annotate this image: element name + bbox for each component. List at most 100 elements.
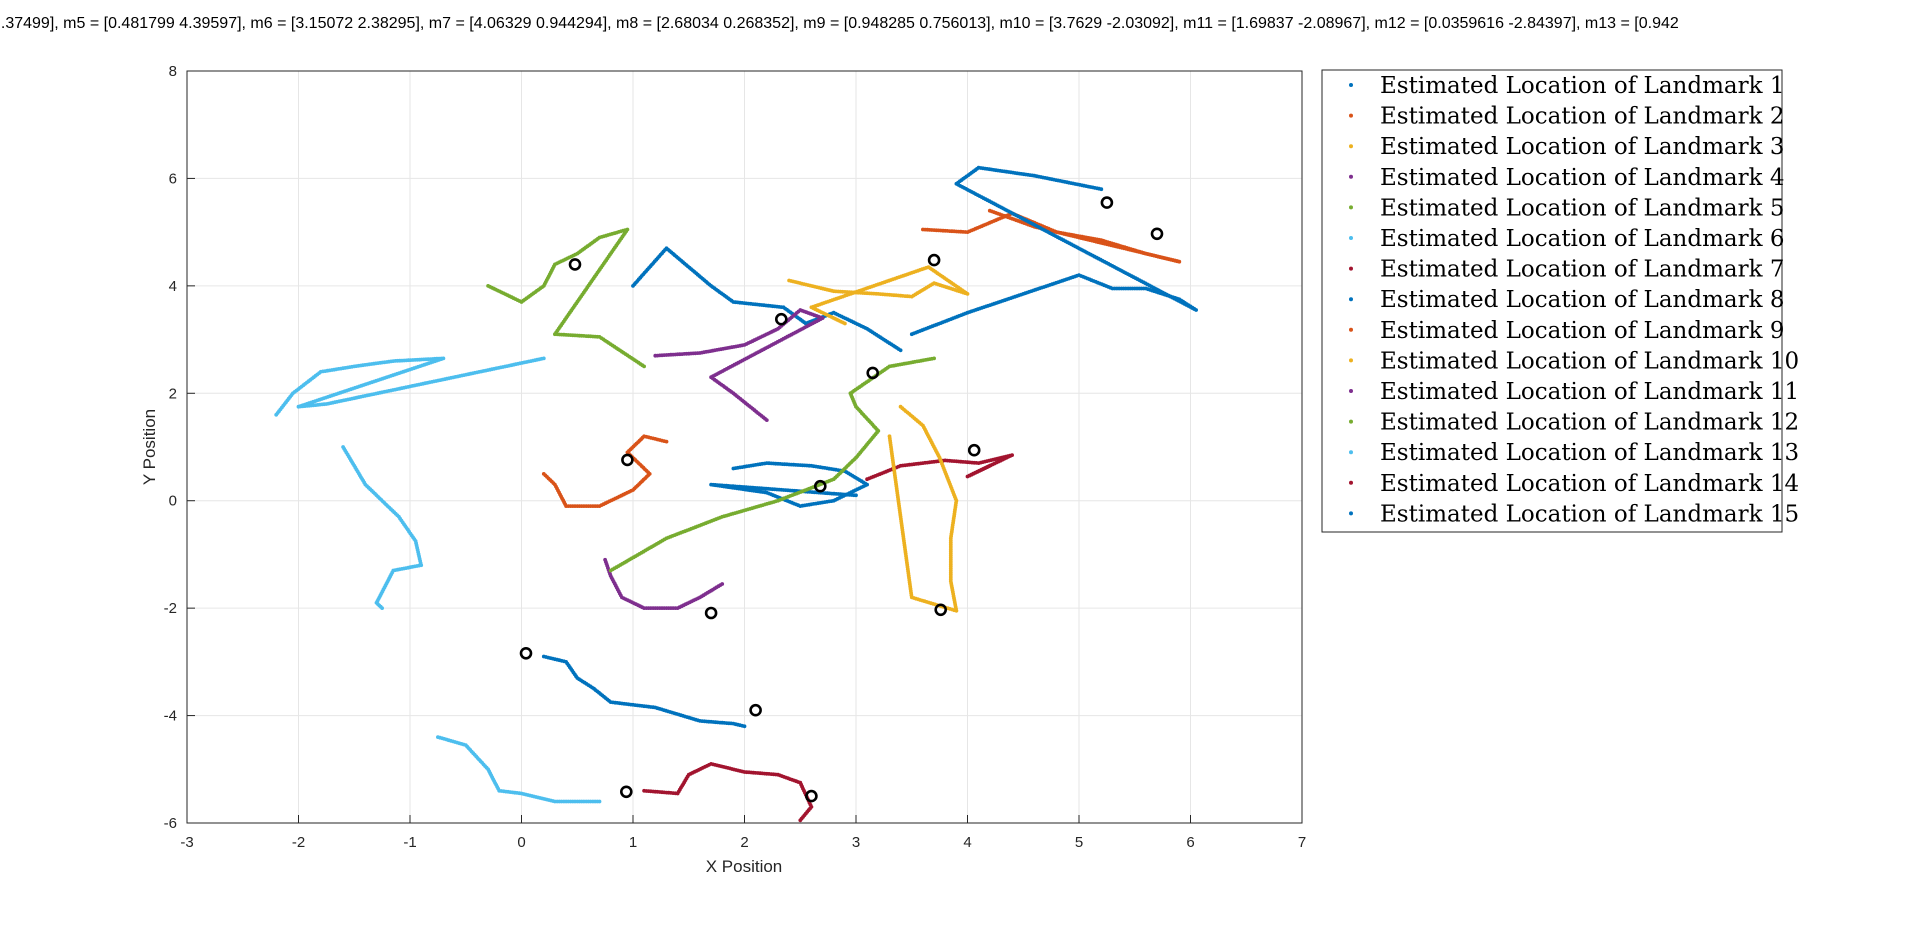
legend-marker: [1349, 113, 1353, 118]
series-17: [436, 735, 602, 804]
x-tick-label: -3: [180, 834, 193, 851]
x-tick-label: -2: [292, 834, 305, 851]
legend-entry: Estimated Location of Landmark 7: [1349, 257, 1784, 283]
legend-entry: Estimated Location of Landmark 14: [1349, 471, 1799, 497]
series-14: [642, 762, 814, 823]
data-point: [631, 284, 635, 288]
data-series: [274, 165, 1198, 823]
legend-entry: Estimated Location of Landmark 1: [1349, 73, 1784, 99]
series-6: [274, 356, 546, 417]
legend-entry: Estimated Location of Landmark 8: [1349, 287, 1784, 313]
legend-marker: [1349, 389, 1353, 393]
true-landmark-marker: [927, 253, 941, 267]
true-landmark-markers: [519, 196, 1164, 803]
data-point: [764, 418, 769, 422]
data-point: [664, 439, 669, 444]
series-5: [486, 227, 646, 369]
x-tick-label: 5: [1075, 834, 1083, 851]
legend-marker: [1349, 144, 1353, 149]
data-point: [932, 356, 936, 361]
series-16: [541, 654, 747, 729]
legend-label: Estimated Location of Landmark 15: [1380, 501, 1799, 527]
true-landmark-marker: [1100, 196, 1114, 209]
legend-label: Estimated Location of Landmark 12: [1380, 410, 1799, 436]
y-tick-label: 6: [169, 170, 177, 187]
true-landmark-marker: [568, 258, 582, 271]
series-11: [603, 557, 725, 610]
data-point: [380, 606, 384, 610]
y-tick-label: -2: [164, 600, 177, 617]
legend-label: Estimated Location of Landmark 1: [1380, 73, 1784, 99]
true-landmark-marker: [813, 479, 827, 493]
legend-label: Estimated Location of Landmark 3: [1380, 134, 1784, 160]
legend-entry: Estimated Location of Landmark 10: [1349, 348, 1799, 374]
legend-entry: Estimated Location of Landmark 2: [1349, 104, 1784, 130]
legend-label: Estimated Location of Landmark 6: [1380, 226, 1784, 252]
x-tick-label: 0: [517, 834, 525, 851]
y-tick-label: -4: [164, 708, 177, 725]
legend-label: Estimated Location of Landmark 14: [1380, 471, 1799, 497]
data-point: [987, 463, 992, 468]
x-tick-label: 3: [852, 834, 860, 851]
true-landmark-marker: [866, 366, 880, 380]
legend-marker: [1349, 511, 1353, 516]
true-landmark-marker: [704, 606, 718, 620]
legend-entry: Estimated Location of Landmark 9: [1349, 318, 1784, 344]
data-point: [887, 434, 892, 439]
legend-marker: [1349, 480, 1353, 485]
x-tick-label: -1: [403, 834, 416, 851]
true-landmark-marker: [805, 789, 818, 803]
legend-label: Estimated Location of Landmark 9: [1380, 318, 1784, 344]
data-point: [597, 799, 602, 804]
legend-box: [1321, 69, 1783, 533]
legend-marker: [1349, 327, 1353, 332]
true-landmark-marker: [774, 312, 788, 326]
series-4: [653, 308, 825, 422]
series-8: [709, 461, 869, 508]
series-9: [541, 434, 669, 508]
legend-label: Estimated Location of Landmark 5: [1380, 195, 1784, 221]
y-tick-label: -6: [164, 815, 177, 832]
legend-entry: Estimated Location of Landmark 6: [1349, 226, 1784, 252]
legend-entry: Estimated Location of Landmark 11: [1349, 379, 1799, 405]
true-landmark-marker: [749, 703, 762, 717]
legend-marker: [1349, 297, 1353, 302]
legend-label: Estimated Location of Landmark 10: [1380, 348, 1799, 374]
legend-entry: Estimated Location of Landmark 4: [1349, 165, 1784, 191]
x-tick-label: 7: [1298, 834, 1306, 851]
legend-entry: Estimated Location of Landmark 12: [1349, 410, 1799, 436]
series-15: [909, 165, 1198, 337]
legend-marker: [1349, 174, 1353, 179]
true-landmark-marker: [619, 785, 633, 799]
legend-label: Estimated Location of Landmark 7: [1380, 257, 1784, 283]
legend-entry: Estimated Location of Landmark 13: [1349, 440, 1799, 466]
y-tick-label: 2: [169, 385, 177, 402]
y-tick-label: 8: [169, 63, 177, 80]
grid-lines: [186, 70, 1303, 824]
y-axis-label: Y Position: [140, 409, 159, 485]
chart-title: ...37499], m5 = [0.481799 4.39597], m6 =…: [0, 15, 1679, 32]
legend-entry: Estimated Location of Landmark 3: [1349, 134, 1784, 160]
legend-label: Estimated Location of Landmark 13: [1380, 440, 1799, 466]
true-landmark-marker: [519, 646, 533, 660]
legend-label: Estimated Location of Landmark 4: [1380, 165, 1784, 191]
series-2: [921, 208, 1182, 264]
x-tick-label: 1: [629, 834, 637, 851]
legend-entry: Estimated Location of Landmark 5: [1349, 195, 1784, 221]
data-point: [541, 356, 546, 361]
legend-marker: [1349, 358, 1353, 363]
series-10: [887, 404, 959, 613]
legend-label: Estimated Location of Landmark 8: [1380, 287, 1784, 313]
true-landmark-marker: [621, 453, 634, 467]
data-point: [720, 582, 725, 586]
data-point: [1099, 187, 1104, 192]
x-tick-label: 4: [963, 834, 971, 851]
y-tick-label: 0: [169, 493, 177, 510]
true-landmark-marker: [934, 603, 948, 617]
data-point: [798, 818, 803, 823]
true-landmark-marker: [1150, 227, 1164, 241]
series-13: [341, 445, 424, 610]
legend-marker: [1349, 83, 1353, 87]
legend-marker: [1349, 205, 1353, 210]
